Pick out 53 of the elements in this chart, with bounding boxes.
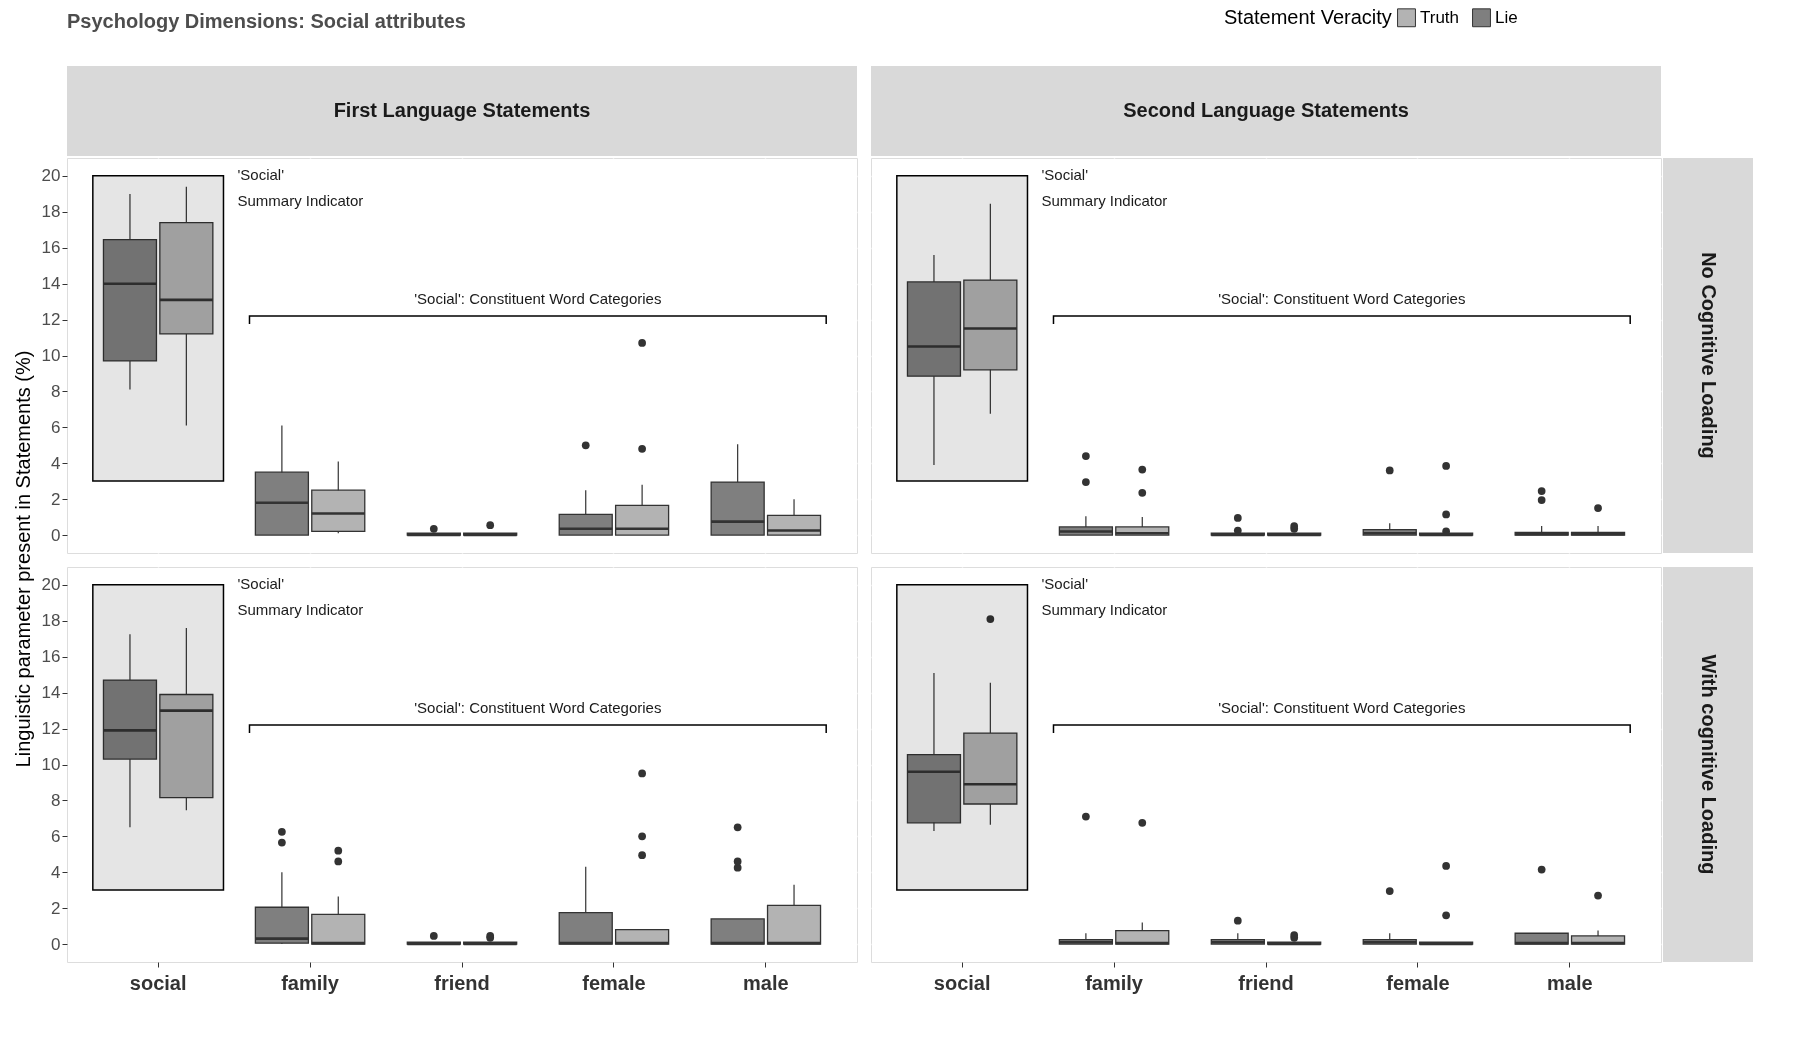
annotation: 'Social'	[1041, 165, 1089, 183]
chart-subtitle: Second Language Statements	[1123, 99, 1409, 121]
chart-title: Psychology Dimensions: Social attributes	[67, 10, 466, 32]
y-axis-title: Linguistic parameter present in Statements (%)	[12, 350, 34, 768]
y-tick-label: 6	[51, 826, 61, 846]
y-tick-label: 16	[41, 238, 61, 258]
y-tick-label: 10	[41, 346, 61, 365]
annotation: 'Social': Constituent Word Categories	[414, 290, 662, 307]
y-tick-label: 6	[51, 417, 61, 437]
y-tick-label: 14	[41, 274, 61, 294]
x-tick-label: male	[743, 971, 789, 994]
y-tick-label: 20	[41, 575, 61, 595]
x-tick-label: social	[129, 971, 187, 994]
x-tick-label: family	[1085, 971, 1144, 994]
y-tick-label: 16	[41, 647, 61, 667]
x-tick-label: male	[1547, 971, 1593, 994]
x-tick-label: friend	[1238, 971, 1294, 994]
legend-label: Lie	[1495, 7, 1518, 27]
y-tick-label: 12	[41, 310, 61, 330]
y-tick-label: 4	[51, 862, 61, 882]
annotation: 'Social'	[237, 165, 285, 183]
y2-axis-title: No Cognitive Loading	[1698, 252, 1720, 459]
y-tick-label: 4	[51, 453, 61, 473]
y-tick-label: 2	[51, 489, 61, 509]
x-tick-label: female	[1386, 971, 1450, 994]
annotation: 'Social': Constituent Word Categories	[1218, 699, 1466, 716]
x-tick-label: family	[281, 971, 340, 994]
y-tick-label: 10	[41, 755, 61, 774]
legend-title: Statement Veracity	[1224, 6, 1392, 28]
annotation: 'Social': Constituent Word Categories	[414, 699, 662, 716]
y-tick-label: 0	[51, 934, 61, 954]
y-tick-label: 18	[41, 611, 61, 631]
x-tick-label: social	[933, 971, 991, 994]
x-tick-label: friend	[434, 971, 490, 994]
y-tick-label: 2	[51, 898, 61, 918]
annotation: Summary Indicator	[1041, 600, 1168, 618]
y-tick-label: 14	[41, 683, 61, 703]
legend-label: Truth	[1420, 7, 1460, 27]
y-tick-label: 18	[41, 202, 61, 222]
y2-axis-title: With cognitive Loading	[1698, 654, 1720, 875]
y-tick-label: 12	[41, 719, 61, 739]
x-tick-label: female	[582, 971, 646, 994]
y-tick-label: 8	[51, 381, 61, 401]
annotation: Summary Indicator	[1041, 191, 1168, 209]
annotation: 'Social': Constituent Word Categories	[1218, 290, 1466, 307]
annotation: Summary Indicator	[237, 191, 364, 209]
chart-subtitle: First Language Statements	[333, 99, 591, 121]
y-tick-label: 8	[51, 790, 61, 810]
annotation: 'Social'	[1041, 574, 1089, 592]
y-tick-label: 20	[41, 166, 61, 186]
annotation: Summary Indicator	[237, 600, 364, 618]
y-tick-label: 0	[51, 525, 61, 545]
annotation: 'Social'	[237, 574, 285, 592]
